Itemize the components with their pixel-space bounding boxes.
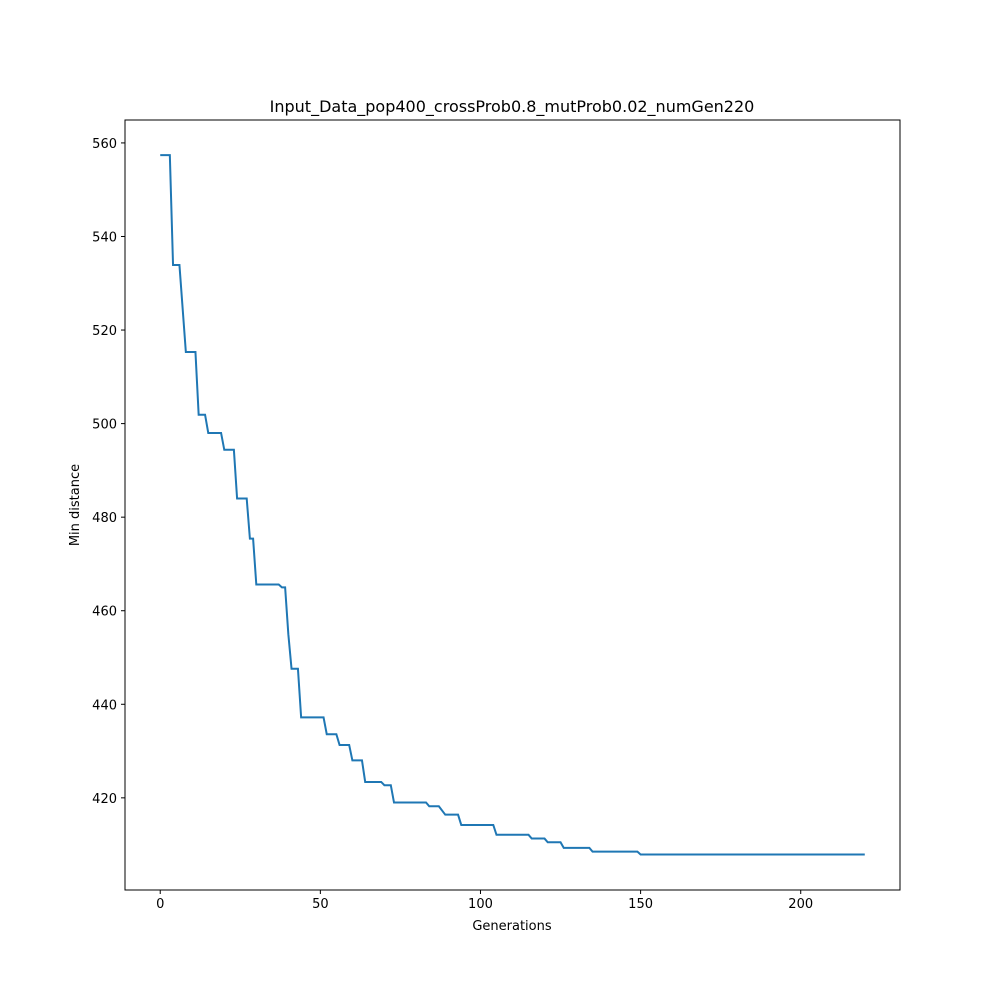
x-tick-label: 100	[468, 897, 493, 912]
y-tick-label: 420	[92, 792, 117, 807]
y-tick-label: 480	[92, 511, 117, 526]
y-axis-label: Min distance	[68, 464, 83, 546]
y-tick-label: 560	[92, 137, 117, 152]
x-tick-label: 200	[788, 897, 813, 912]
line	[160, 154, 865, 856]
y-tick-label: 500	[92, 418, 117, 433]
x-axis-label: Generations	[472, 919, 552, 934]
chart-title: Input_Data_pop400_crossProb0.8_mutProb0.…	[270, 97, 755, 117]
y-tick-label: 440	[92, 698, 117, 713]
y-tick-label: 460	[92, 605, 117, 620]
plot-frame	[124, 119, 901, 891]
y-tick-label: 520	[92, 324, 117, 339]
x-tick-label: 50	[312, 897, 329, 912]
x-tick-label: 0	[156, 897, 164, 912]
x-tick-label: 150	[628, 897, 653, 912]
y-tick-label: 540	[92, 230, 117, 245]
